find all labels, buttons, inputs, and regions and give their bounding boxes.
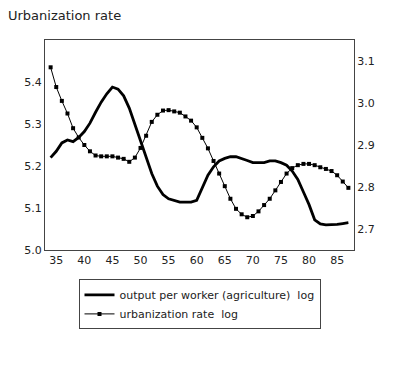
svg-text:2.8: 2.8 bbox=[357, 181, 375, 194]
svg-text:2.9: 2.9 bbox=[357, 139, 375, 152]
svg-text:5.0: 5.0 bbox=[24, 244, 42, 257]
svg-text:3.0: 3.0 bbox=[357, 97, 375, 110]
svg-text:output per worker (agriculture: output per worker (agriculture) log bbox=[120, 289, 315, 302]
svg-text:5.2: 5.2 bbox=[24, 160, 42, 173]
svg-text:50: 50 bbox=[134, 254, 148, 267]
svg-text:Urbanization rate: Urbanization rate bbox=[8, 8, 121, 23]
svg-text:55: 55 bbox=[162, 254, 176, 267]
svg-text:45: 45 bbox=[105, 254, 119, 267]
svg-text:3.1: 3.1 bbox=[357, 55, 375, 68]
svg-text:80: 80 bbox=[302, 254, 316, 267]
svg-text:2.7: 2.7 bbox=[357, 223, 375, 236]
svg-text:60: 60 bbox=[190, 254, 204, 267]
svg-text:65: 65 bbox=[218, 254, 232, 267]
svg-text:70: 70 bbox=[246, 254, 260, 267]
svg-text:35: 35 bbox=[49, 254, 63, 267]
svg-text:75: 75 bbox=[274, 254, 288, 267]
svg-text:40: 40 bbox=[77, 254, 91, 267]
svg-text:5.1: 5.1 bbox=[24, 202, 42, 215]
svg-text:urbanization rate log: urbanization rate log bbox=[120, 308, 238, 321]
svg-text:5.4: 5.4 bbox=[24, 76, 42, 89]
svg-text:85: 85 bbox=[330, 254, 344, 267]
svg-text:5.3: 5.3 bbox=[24, 118, 42, 131]
